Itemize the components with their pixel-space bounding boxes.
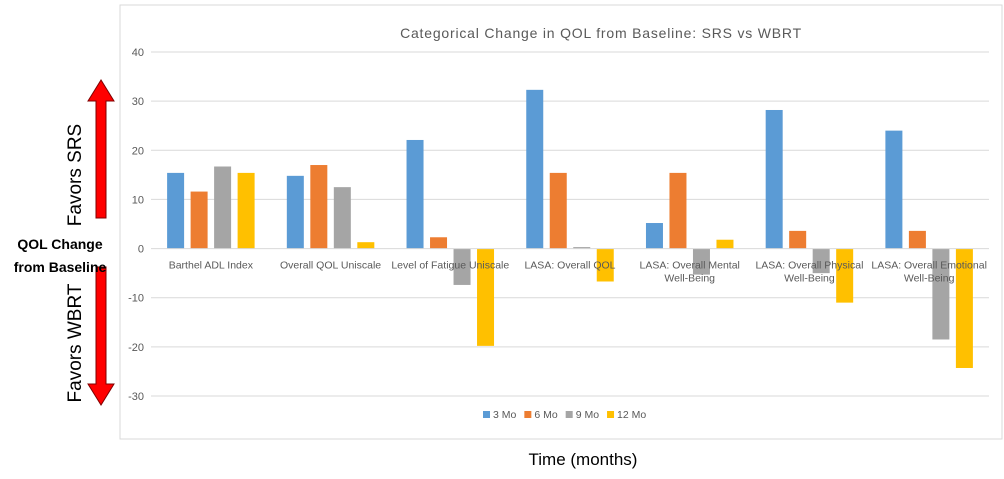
bar-6-mo <box>190 191 208 249</box>
bar-6-mo <box>669 172 687 249</box>
x-category-label: LASA: Overall Physical <box>755 260 863 272</box>
y-tick-label: 20 <box>132 145 144 157</box>
bar-9-mo <box>333 187 351 249</box>
x-category-label: Overall QOL Uniscale <box>280 260 381 272</box>
x-category-label: Well-Being <box>784 273 835 285</box>
chart-title: Categorical Change in QOL from Baseline:… <box>400 25 802 41</box>
bar-9-mo <box>812 248 830 274</box>
x-category-label: Level of Fatigue Uniscale <box>391 260 509 272</box>
y-tick-label: -20 <box>128 342 144 354</box>
bar-6-mo <box>908 230 926 249</box>
x-category-labels: Barthel ADL Index Overall QOL Uniscale Lev… <box>169 260 987 285</box>
bar-9-mo <box>932 248 950 340</box>
bar-12-mo <box>836 248 854 303</box>
x-axis-title: Time (months) <box>529 450 638 469</box>
favors-srs-label: Favors SRS <box>65 124 86 226</box>
legend-label: 3 Mo <box>493 409 517 421</box>
bar-12-mo <box>477 248 495 346</box>
bar-12-mo <box>357 242 375 249</box>
gridlines <box>151 51 989 397</box>
x-category-label: Barthel ADL Index <box>169 260 254 272</box>
x-category-label: LASA: Overall Mental <box>640 260 740 272</box>
x-category-label: LASA: Overall Emotional <box>871 260 987 272</box>
y-tick-label: 30 <box>132 96 144 108</box>
bar-12-mo <box>955 248 973 368</box>
legend-label: 6 Mo <box>534 409 558 421</box>
bar-6-mo <box>430 237 448 249</box>
legend-label: 12 Mo <box>617 409 646 421</box>
bar-3-mo <box>885 130 903 249</box>
y-tick-label: 10 <box>132 194 144 206</box>
bar-9-mo <box>573 247 591 249</box>
y-tick-label: -30 <box>128 391 144 403</box>
x-category-label: Well-Being <box>664 273 715 285</box>
y-tick-label: -10 <box>128 293 144 305</box>
legend-swatch <box>607 411 615 418</box>
y-axis-title-line1: QOL Change <box>17 236 103 252</box>
bar-12-mo <box>716 239 734 249</box>
bars-group <box>167 89 973 368</box>
bar-3-mo <box>765 109 783 249</box>
x-category-label: LASA: Overall QOL <box>524 260 615 272</box>
legend-swatch <box>483 411 490 418</box>
legend-swatch <box>524 411 532 418</box>
favors-wbrt-label: Favors WBRT <box>65 283 86 402</box>
legend: 3 Mo 6 Mo 9 Mo 12 Mo <box>483 409 646 421</box>
x-category-label: Well-Being <box>904 273 955 285</box>
bar-9-mo <box>214 166 232 249</box>
bar-6-mo <box>310 165 328 249</box>
bar-3-mo <box>526 89 544 249</box>
y-tick-label: 0 <box>138 244 144 256</box>
bar-9-mo <box>453 248 471 285</box>
y-axis-ticks: 40 30 20 10 0 -10 -20 -30 <box>128 47 144 403</box>
down-arrow-icon <box>87 266 115 406</box>
y-axis-title-line2: from Baseline <box>14 259 107 275</box>
bar-12-mo <box>596 248 614 282</box>
legend-swatch <box>565 411 573 418</box>
bar-6-mo <box>549 172 567 249</box>
bar-3-mo <box>167 172 185 249</box>
bar-3-mo <box>645 223 663 249</box>
legend-label: 9 Mo <box>576 409 600 421</box>
bar-6-mo <box>789 230 807 249</box>
y-tick-label: 40 <box>132 47 144 59</box>
bar-12-mo <box>237 172 255 249</box>
bar-3-mo <box>286 175 304 249</box>
up-arrow-icon <box>87 79 115 219</box>
bar-9-mo <box>692 248 710 275</box>
bar-3-mo <box>406 139 424 249</box>
